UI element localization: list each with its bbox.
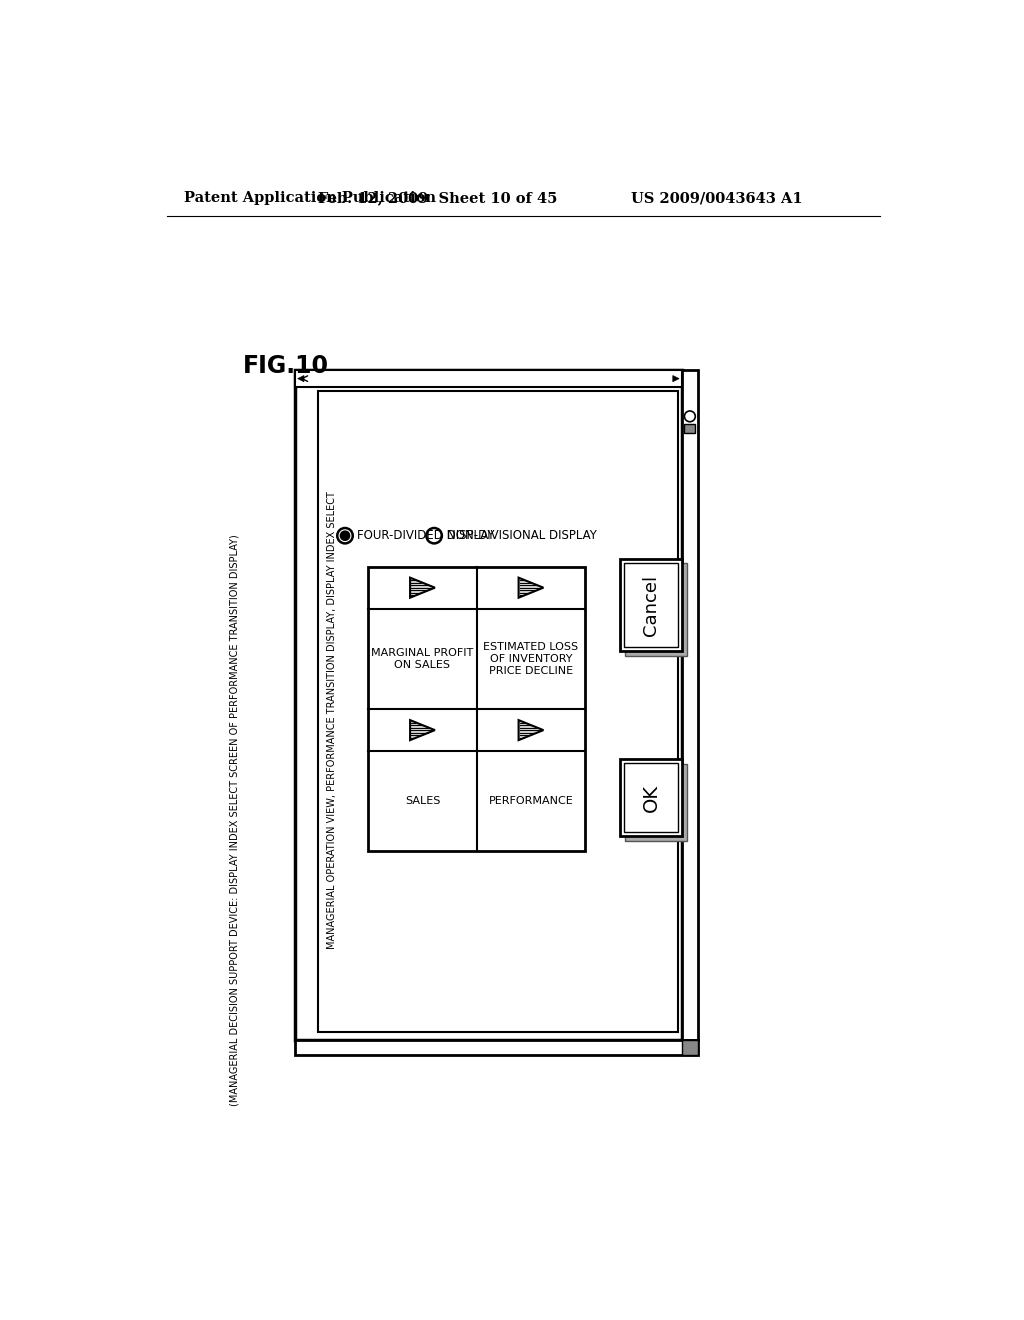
Text: PERFORMANCE: PERFORMANCE <box>488 796 573 807</box>
Circle shape <box>340 531 349 540</box>
Bar <box>682 1040 697 1056</box>
Text: Patent Application Publication: Patent Application Publication <box>183 191 436 206</box>
Bar <box>625 763 687 841</box>
Text: (MANAGERIAL DECISION SUPPORT DEVICE: DISPLAY INDEX SELECT SCREEN OF PERFORMANCE : (MANAGERIAL DECISION SUPPORT DEVICE: DIS… <box>230 535 240 1106</box>
Polygon shape <box>518 721 544 741</box>
Polygon shape <box>298 376 304 381</box>
Bar <box>317 391 678 1032</box>
Bar <box>684 424 695 433</box>
Bar <box>295 370 682 1040</box>
Bar <box>625 564 687 656</box>
Text: Feb. 12, 2009  Sheet 10 of 45: Feb. 12, 2009 Sheet 10 of 45 <box>318 191 558 206</box>
Bar <box>624 562 678 647</box>
Bar <box>369 566 586 851</box>
Polygon shape <box>410 578 435 598</box>
Bar <box>295 370 682 387</box>
Polygon shape <box>410 721 435 741</box>
Text: FIG.10: FIG.10 <box>243 354 329 379</box>
Text: OK: OK <box>642 784 660 812</box>
Bar <box>624 763 678 832</box>
Text: NON-DIVISIONAL DISPLAY: NON-DIVISIONAL DISPLAY <box>446 529 596 543</box>
Bar <box>295 1040 697 1056</box>
Bar <box>621 558 682 651</box>
Text: MANAGERIAL OPERATION VIEW, PERFORMANCE TRANSITION DISPLAY, DISPLAY INDEX SELECT: MANAGERIAL OPERATION VIEW, PERFORMANCE T… <box>327 491 337 949</box>
Text: US 2009/0043643 A1: US 2009/0043643 A1 <box>631 191 803 206</box>
Bar <box>682 370 697 1040</box>
Text: Cancel: Cancel <box>642 574 660 635</box>
Polygon shape <box>518 578 544 598</box>
Text: SALES: SALES <box>404 796 440 807</box>
Text: MARGINAL PROFIT
ON SALES: MARGINAL PROFIT ON SALES <box>372 648 474 669</box>
Text: FOUR-DIVIDED DISPLAY: FOUR-DIVIDED DISPLAY <box>357 529 495 543</box>
Bar <box>621 759 682 836</box>
Polygon shape <box>673 376 679 381</box>
Text: ESTIMATED LOSS
OF INVENTORY
PRICE DECLINE: ESTIMATED LOSS OF INVENTORY PRICE DECLIN… <box>483 643 579 676</box>
